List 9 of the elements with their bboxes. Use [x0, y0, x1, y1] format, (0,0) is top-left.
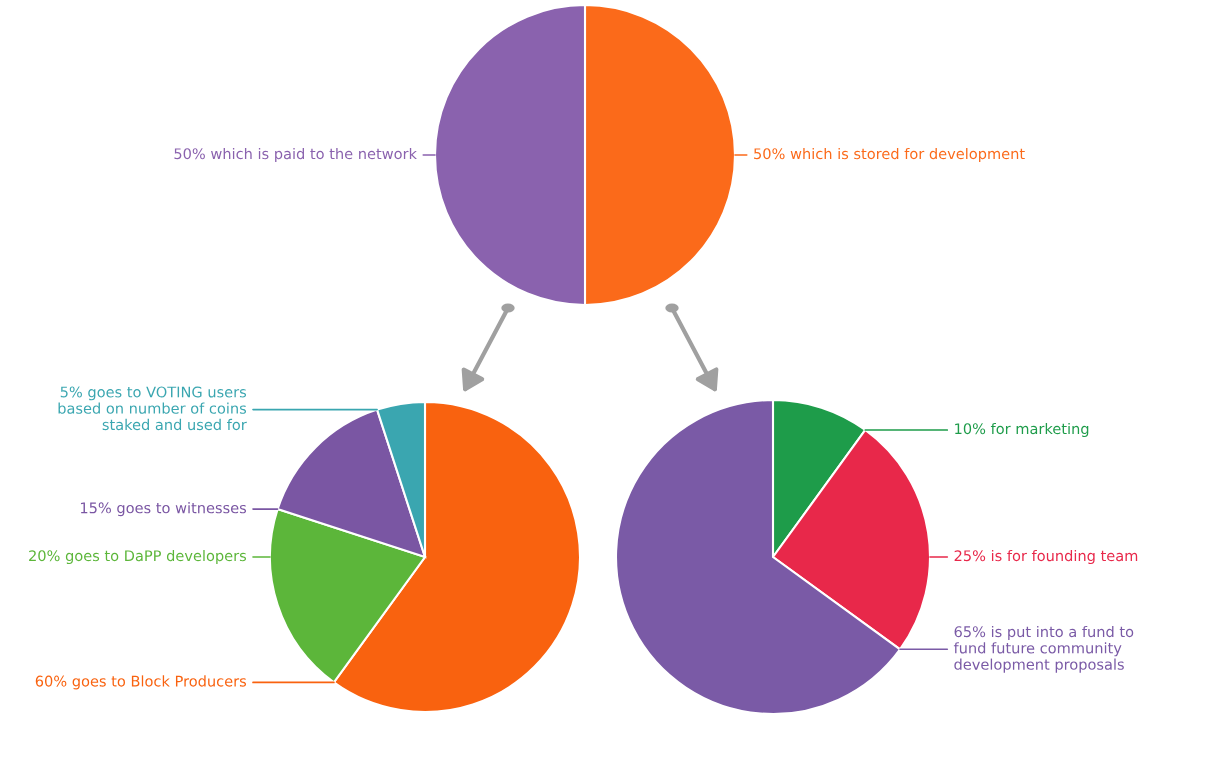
slice-label: 10% for marketing [955, 422, 1089, 438]
slice-label: 65% is put into a fund to fund future community development proposals [953, 625, 1134, 673]
slice-label: 50% which is paid to the network [174, 147, 417, 163]
slice-label: 60% goes to Block Producers [35, 675, 247, 690]
slice-label: 20% goes to DaPP developers [29, 549, 247, 565]
slice-label: 25% is for founding team [954, 549, 1138, 565]
slice-label: 5% goes to VOTING users based on number of coins staked and used for [58, 386, 247, 431]
slice-label: 50% which is stored for development [754, 147, 1025, 163]
slice-label: 15% goes to witnesses [80, 502, 247, 517]
